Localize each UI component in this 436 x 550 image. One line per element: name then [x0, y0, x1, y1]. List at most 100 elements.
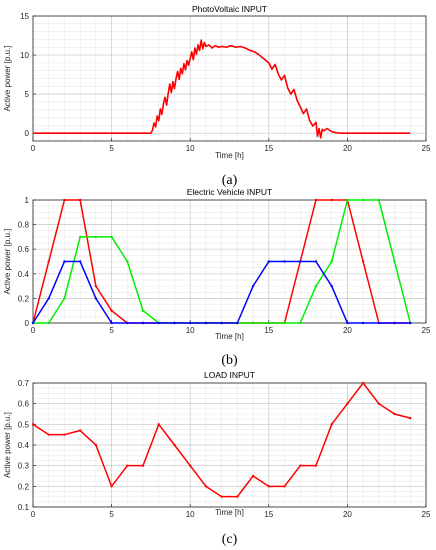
- axes-box: [32, 15, 427, 142]
- x-tick-label: 5: [109, 326, 114, 335]
- data-point: [94, 284, 98, 288]
- data-point: [157, 423, 160, 426]
- y-tick-label: 0.8: [18, 221, 30, 230]
- data-point: [220, 495, 223, 498]
- x-tick-label: 20: [343, 144, 352, 153]
- y-tick-label: 0.4: [18, 270, 30, 279]
- data-point: [283, 260, 286, 263]
- data-point: [141, 309, 145, 312]
- x-tick-label: 0: [31, 510, 36, 519]
- data-point: [299, 321, 302, 325]
- data-point: [267, 260, 270, 263]
- data-point: [409, 321, 412, 325]
- data-point: [110, 235, 113, 239]
- data-point: [47, 433, 50, 436]
- x-tick-label: 15: [264, 144, 273, 153]
- chart-title: PhotoVoltaic INPUT: [192, 4, 267, 14]
- x-tick-label: 25: [422, 326, 431, 335]
- data-point: [314, 198, 318, 202]
- chart-title: LOAD INPUT: [204, 370, 255, 380]
- data-point: [393, 260, 396, 263]
- panel-caption: (a): [222, 173, 238, 188]
- x-tick-label: 15: [264, 326, 273, 335]
- y-axis-label: Active power [p.u.]: [3, 412, 12, 478]
- data-point: [236, 495, 239, 498]
- data-point: [393, 412, 396, 416]
- x-tick-label: 25: [422, 510, 431, 519]
- data-point: [110, 309, 113, 312]
- data-point: [110, 321, 113, 325]
- y-tick-label: 0.3: [18, 462, 30, 471]
- y-tick-label: 0.2: [18, 482, 30, 491]
- data-point: [361, 260, 365, 263]
- chart-panel-2: 0 5 10 15 20 25 0 0.2 0.4 0.6 0.8 1 Electric Vehicle…: [3, 187, 431, 368]
- data-point: [94, 235, 98, 239]
- data-point: [173, 321, 176, 325]
- y-tick-label: 0: [25, 129, 30, 138]
- x-tick-label: 20: [343, 326, 352, 335]
- data-point: [251, 284, 255, 288]
- data-point: [330, 284, 333, 288]
- data-point: [126, 321, 129, 325]
- data-point: [346, 321, 349, 325]
- data-point: [346, 198, 349, 202]
- data-point: [377, 198, 381, 202]
- data-point: [47, 321, 50, 325]
- x-tick-label: 0: [31, 144, 36, 153]
- data-point: [78, 235, 82, 239]
- data-point: [63, 198, 66, 202]
- data-point: [47, 297, 50, 300]
- data-point: [314, 284, 318, 288]
- data-point: [409, 416, 412, 420]
- y-axis-label: Active power [p.u.]: [3, 229, 12, 295]
- data-point: [31, 423, 35, 426]
- series-line-1: [33, 39, 411, 139]
- x-tick-label: 25: [422, 144, 431, 153]
- chart-panel-3: 0 5 10 15 20 25 0.1 0.2 0.3 0.4 0.5 0.6 0.7 LOAD INPU…: [3, 370, 431, 547]
- data-point: [141, 321, 145, 325]
- panel-caption: (c): [222, 532, 238, 547]
- data-point: [314, 260, 318, 263]
- data-point: [157, 321, 160, 325]
- data-point: [94, 297, 98, 300]
- x-tick-label: 20: [343, 510, 352, 519]
- data-point: [63, 297, 66, 300]
- data-point: [377, 321, 381, 325]
- x-tick-label: 0: [31, 326, 36, 335]
- data-point: [63, 433, 66, 436]
- data-point: [204, 485, 208, 488]
- y-tick-label: 0.2: [18, 294, 30, 303]
- y-tick-label: 0.6: [18, 245, 30, 254]
- y-tick-label: 0.4: [18, 441, 30, 450]
- x-tick-label: 10: [186, 144, 195, 153]
- y-tick-label: 15: [20, 12, 29, 21]
- data-point: [189, 464, 192, 467]
- data-point: [361, 321, 365, 325]
- data-point: [126, 260, 129, 263]
- data-point: [31, 321, 35, 325]
- data-point: [220, 321, 223, 325]
- data-point: [267, 485, 270, 488]
- data-point: [299, 464, 302, 467]
- x-tick-label: 15: [264, 510, 273, 519]
- y-tick-label: 0.5: [18, 420, 30, 429]
- data-point: [361, 381, 365, 385]
- x-tick-label: 10: [186, 326, 195, 335]
- data-point: [78, 429, 82, 432]
- data-point: [63, 260, 66, 263]
- y-tick-label: 0: [25, 319, 30, 328]
- data-point: [126, 464, 129, 467]
- y-axis-label: Active power [p.u.]: [3, 46, 12, 112]
- data-point: [204, 321, 208, 325]
- data-point: [94, 443, 98, 447]
- data-point: [330, 198, 333, 202]
- chart-title: Electric Vehicle INPUT: [187, 187, 273, 197]
- data-point: [47, 260, 50, 263]
- data-point: [251, 321, 255, 325]
- data-point: [283, 485, 286, 488]
- y-tick-label: 5: [25, 90, 30, 99]
- data-point: [189, 321, 192, 325]
- data-point: [393, 321, 396, 325]
- data-point: [361, 198, 365, 202]
- y-tick-label: 0.6: [18, 400, 30, 409]
